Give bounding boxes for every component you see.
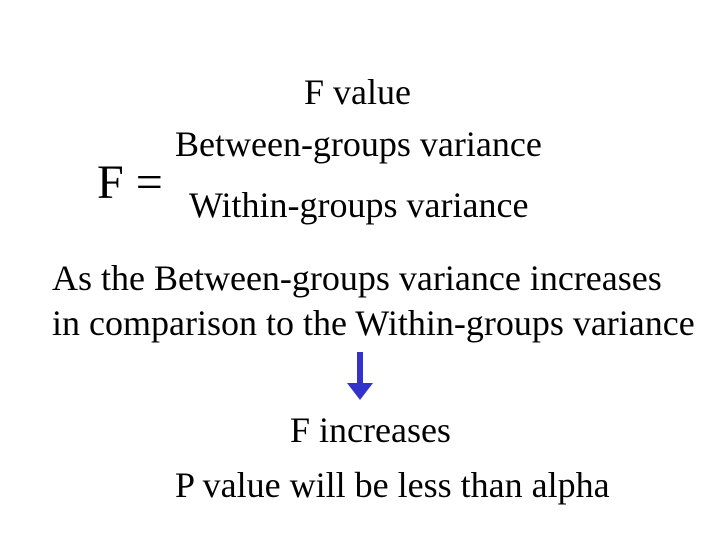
- formula-denominator: Within-groups variance: [189, 185, 529, 225]
- body-text-line-2: in comparison to the Within-groups varia…: [52, 303, 695, 343]
- down-arrow-head: [347, 383, 373, 400]
- conclusion-f-increases: F increases: [290, 410, 451, 450]
- formula-numerator: Between-groups variance: [175, 124, 542, 164]
- down-arrow-shaft: [357, 352, 363, 385]
- conclusion-p-value: P value will be less than alpha: [175, 465, 610, 505]
- formula-lhs: F =: [97, 156, 163, 209]
- down-arrow-icon: [347, 352, 373, 400]
- body-text-line-1: As the Between-groups variance increases: [52, 258, 662, 298]
- body-text: As the Between-groups variance increases…: [52, 256, 695, 346]
- slide-title: F value: [304, 72, 411, 112]
